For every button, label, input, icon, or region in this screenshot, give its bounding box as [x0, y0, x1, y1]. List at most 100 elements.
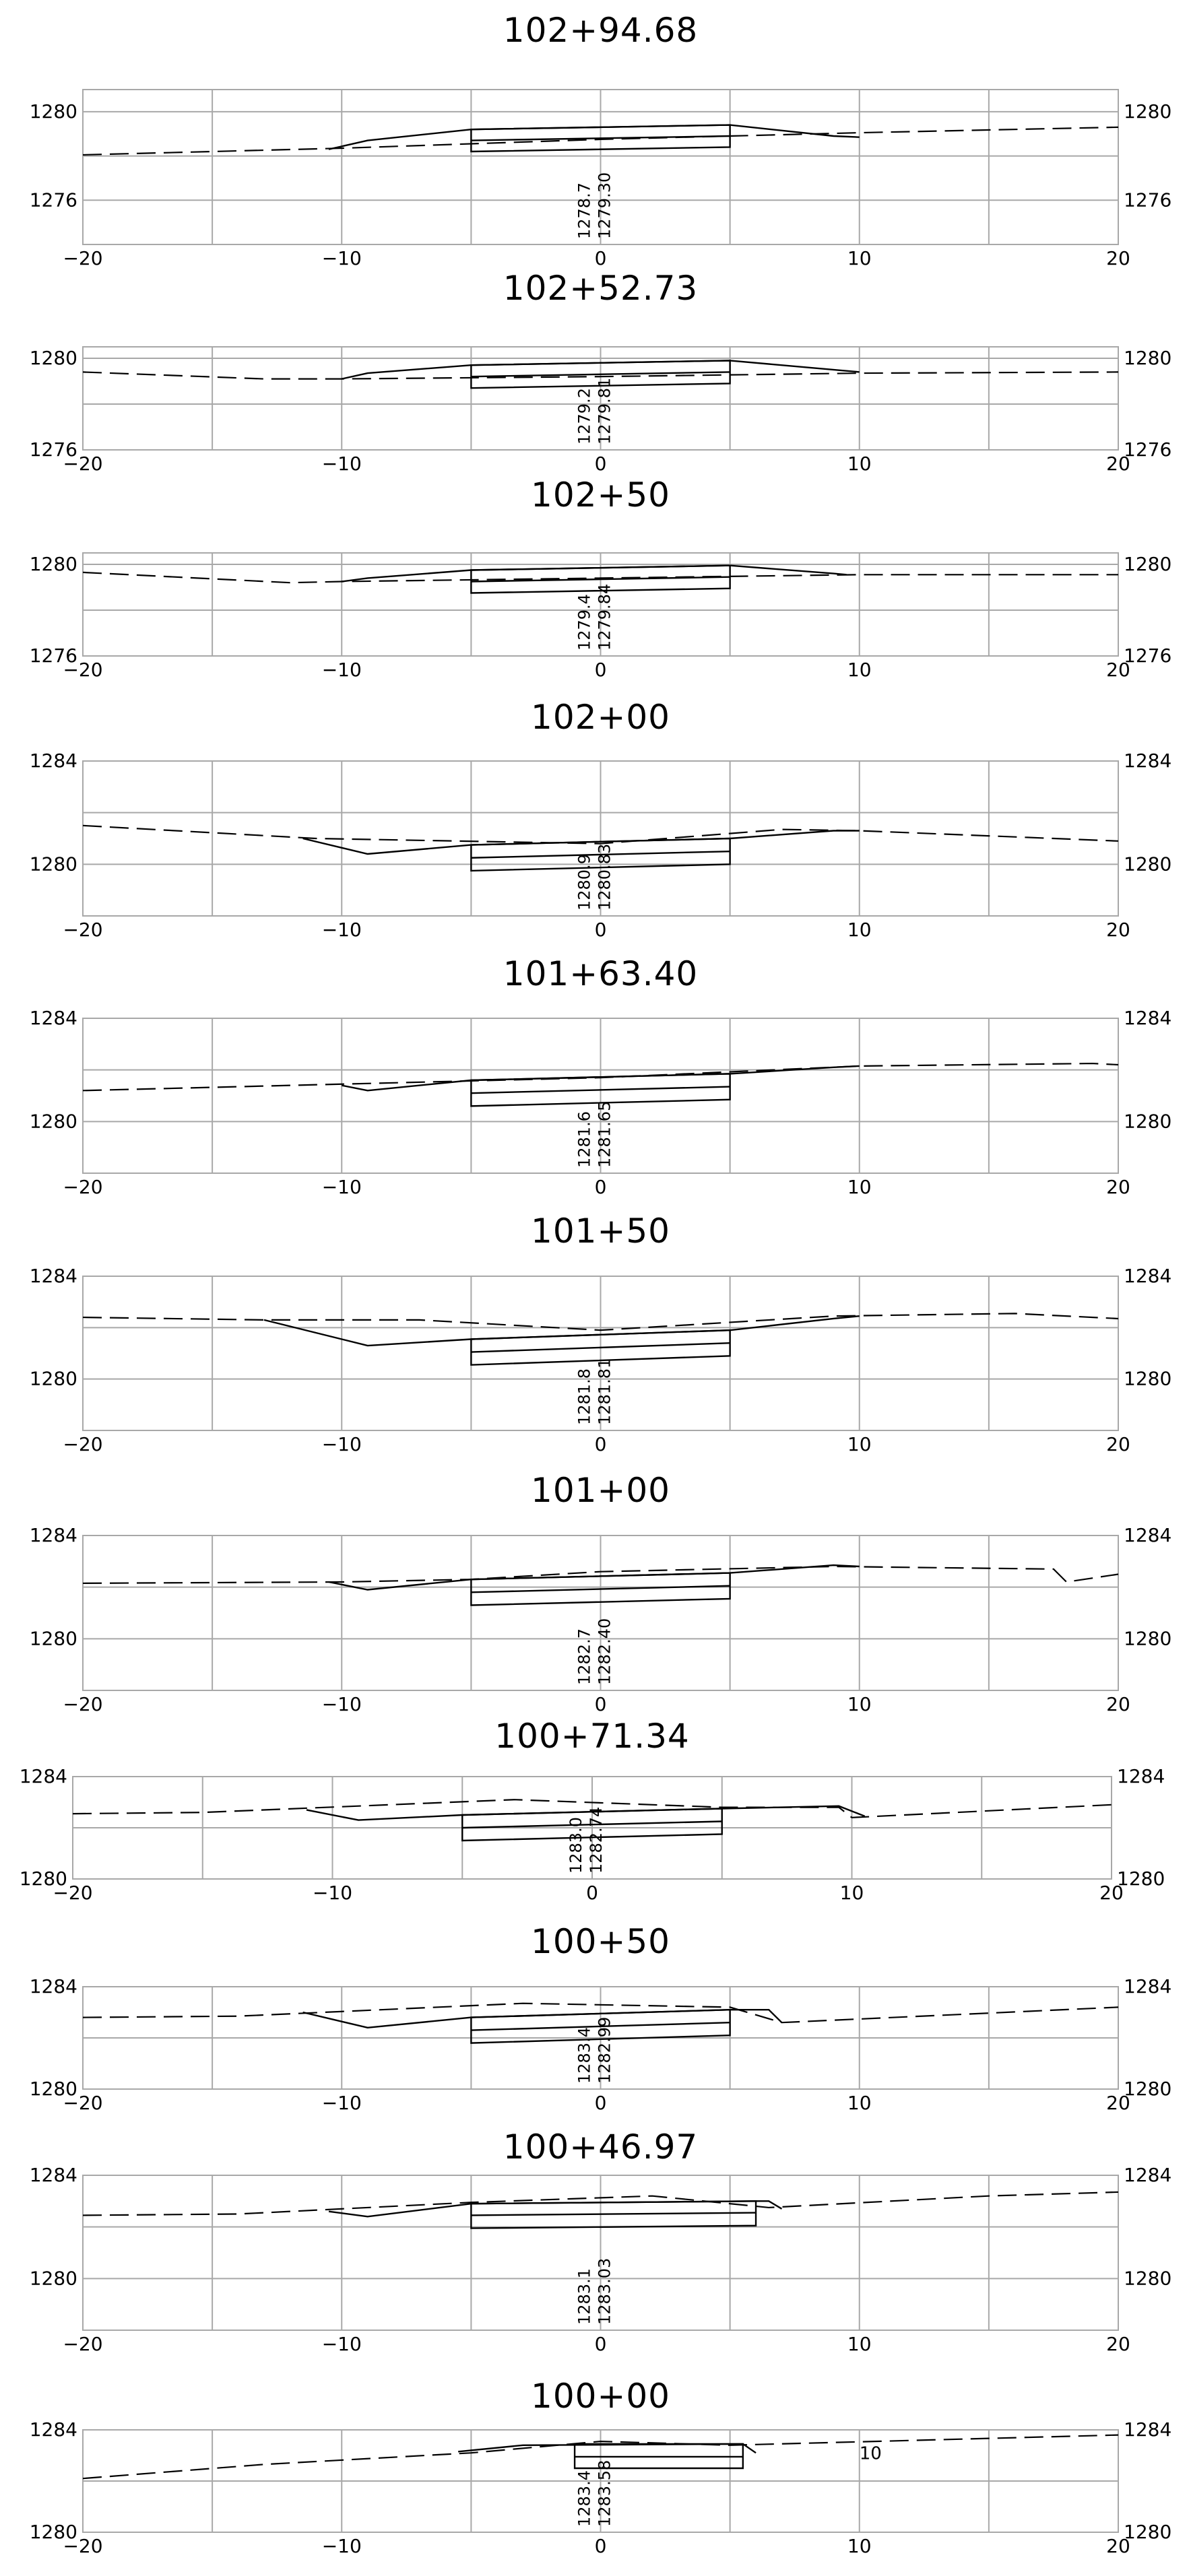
elevation-label: 1281.81 [596, 1358, 614, 1425]
pavement-section [470, 2008, 731, 2044]
x-tick-label: −10 [322, 919, 362, 941]
y-tick-label-left: 1284 [30, 1975, 77, 1997]
elevation-label: 1279.2 [575, 388, 594, 444]
section-6: 101+50 −20 −10 0 10 20 1284 1284 1280 1280 1281.8 1… [30, 1212, 1172, 1455]
annotation-label: 10 [860, 2444, 882, 2464]
x-tick-label: 0 [595, 1433, 607, 1455]
section-1: 102+94.68 −20 −10 0 10 20 1280 1280 1276 1276 1278… [30, 11, 1172, 269]
pavement-section [470, 2200, 757, 2229]
x-tick-label: 0 [595, 2092, 607, 2114]
x-tick-label: 10 [847, 659, 872, 681]
y-tick-label-left: 1280 [30, 853, 77, 875]
elevation-label: 1281.65 [596, 1101, 614, 1168]
elevation-label: 1282.99 [596, 2017, 614, 2084]
y-tick-label-left: 1280 [30, 2078, 77, 2100]
y-tick-label-left: 1280 [30, 553, 77, 575]
pavement-section [470, 837, 731, 872]
section-title: 100+00 [531, 2377, 670, 2416]
existing-ground-line [82, 1062, 1119, 1092]
y-tick-label-right: 1284 [1117, 1765, 1165, 1787]
y-tick-label-right: 1280 [1117, 1868, 1165, 1890]
y-tick-label-right: 1280 [1124, 1368, 1171, 1390]
section-title: 101+50 [531, 1212, 670, 1251]
elevation-label: 1283.03 [596, 2258, 614, 2325]
elevation-label: 1282.74 [587, 1807, 606, 1874]
design-surface-line [302, 2008, 783, 2029]
x-tick-label: 0 [595, 1693, 607, 1715]
pavement-layer-line [471, 2022, 730, 2031]
elevation-label: 1278.7 [575, 183, 594, 239]
x-tick-label: 20 [1106, 1433, 1130, 1455]
x-tick-label: −20 [63, 919, 102, 941]
existing-ground-line [82, 2191, 1119, 2216]
existing-ground-line [82, 824, 1119, 845]
x-tick-label: 10 [847, 247, 872, 269]
x-tick-label: −10 [322, 2092, 362, 2114]
x-tick-label: 0 [595, 2333, 607, 2355]
pavement-layer-line [471, 135, 730, 141]
x-tick-label: 20 [1099, 1882, 1124, 1904]
y-tick-label-left: 1276 [30, 189, 77, 211]
x-tick-label: 20 [1106, 919, 1130, 941]
elevation-label: 1283.4 [575, 2027, 594, 2084]
x-tick-label: −20 [63, 2333, 102, 2355]
x-tick-label: 20 [1106, 2535, 1130, 2557]
elevation-label: 1283.58 [596, 2460, 614, 2527]
section-3: 102+50 −20 −10 0 10 20 1280 1280 1276 1276 1279.4 1… [30, 475, 1172, 681]
pavement-section [470, 564, 731, 594]
x-tick-label: 20 [1106, 247, 1130, 269]
existing-ground-line [82, 1565, 1119, 1585]
pavement-layer-line [471, 1342, 730, 1353]
pavement-layer-line [471, 1585, 730, 1593]
x-tick-label: −10 [322, 2535, 362, 2557]
existing-ground-line [82, 2434, 1119, 2480]
y-tick-label-left: 1284 [30, 2164, 77, 2186]
x-tick-label: −20 [63, 2092, 102, 2114]
pavement-layer-line [471, 371, 730, 378]
x-tick-label: 10 [847, 1176, 872, 1198]
y-tick-label-left: 1284 [20, 1765, 67, 1787]
x-tick-label: 0 [595, 2535, 607, 2557]
section-2: 102+52.73 −20 −10 0 10 20 1280 1280 1276 1276 1279… [30, 269, 1172, 475]
x-tick-label: −10 [322, 1433, 362, 1455]
y-tick-label-left: 1284 [30, 750, 77, 772]
x-tick-label: 10 [847, 919, 872, 941]
section-7: 101+00 −20 −10 0 10 20 1284 1284 1280 1280 1282.7 1… [30, 1471, 1172, 1715]
section-title: 102+52.73 [503, 269, 698, 308]
y-tick-label-right: 1284 [1124, 1007, 1171, 1029]
design-surface-line [328, 1564, 860, 1591]
existing-ground-line [82, 126, 1119, 156]
section-4: 102+00 −20 −10 0 10 20 1284 1284 1280 1280 1280.9 1… [30, 698, 1172, 941]
x-tick-label: 20 [1106, 2333, 1130, 2355]
x-tick-label: −10 [322, 2333, 362, 2355]
x-tick-label: −20 [63, 1176, 102, 1198]
x-tick-label: 10 [847, 2333, 872, 2355]
elevation-label: 1279.81 [596, 378, 614, 444]
x-tick-label: 10 [840, 1882, 864, 1904]
x-tick-label: −10 [322, 1176, 362, 1198]
x-tick-label: 0 [586, 1882, 598, 1904]
x-tick-label: −10 [322, 247, 362, 269]
x-tick-label: 10 [847, 1433, 872, 1455]
y-tick-label-right: 1280 [1124, 347, 1171, 369]
y-tick-label-right: 1284 [1124, 2418, 1171, 2441]
y-tick-label-right: 1280 [1124, 853, 1171, 875]
elevation-label: 1281.8 [575, 1368, 594, 1425]
x-tick-label: 0 [595, 659, 607, 681]
x-tick-label: 20 [1106, 453, 1130, 475]
pavement-section [461, 1808, 723, 1842]
y-tick-label-right: 1284 [1124, 2164, 1171, 2186]
y-tick-label-right: 1276 [1124, 189, 1171, 211]
y-tick-label-right: 1284 [1124, 1265, 1171, 1287]
x-tick-label: −20 [63, 1693, 102, 1715]
section-title: 100+46.97 [503, 2127, 698, 2167]
x-tick-label: 0 [595, 919, 607, 941]
pavement-section [573, 2443, 744, 2470]
section-title: 101+63.40 [503, 954, 698, 993]
section-5: 101+63.40 −20 −10 0 10 20 1284 1284 1280 1280 1281… [30, 954, 1172, 1198]
y-tick-label-left: 1280 [30, 1110, 77, 1132]
y-tick-label-right: 1280 [1124, 2267, 1171, 2289]
y-tick-label-right: 1280 [1124, 1110, 1171, 1132]
x-tick-label: 10 [847, 2535, 872, 2557]
